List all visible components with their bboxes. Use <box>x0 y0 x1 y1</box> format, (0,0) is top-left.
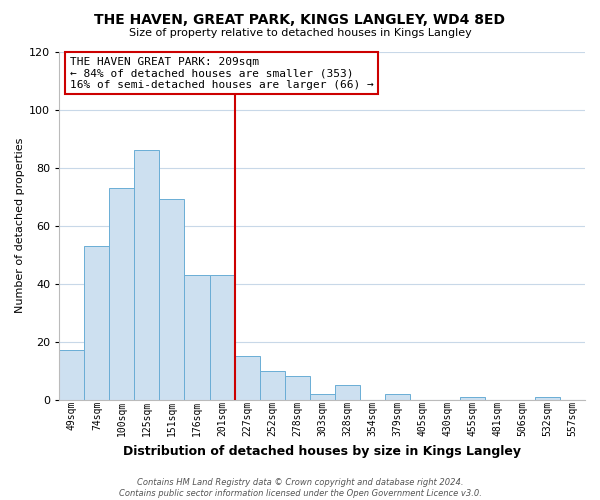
Bar <box>460 396 485 400</box>
Bar <box>260 370 284 400</box>
Bar <box>184 275 209 400</box>
Bar <box>235 356 260 400</box>
X-axis label: Distribution of detached houses by size in Kings Langley: Distribution of detached houses by size … <box>123 444 521 458</box>
Y-axis label: Number of detached properties: Number of detached properties <box>15 138 25 313</box>
Bar <box>160 200 184 400</box>
Bar <box>310 394 335 400</box>
Bar <box>535 396 560 400</box>
Bar <box>109 188 134 400</box>
Bar <box>59 350 85 400</box>
Bar <box>385 394 410 400</box>
Text: Size of property relative to detached houses in Kings Langley: Size of property relative to detached ho… <box>128 28 472 38</box>
Text: THE HAVEN, GREAT PARK, KINGS LANGLEY, WD4 8ED: THE HAVEN, GREAT PARK, KINGS LANGLEY, WD… <box>95 12 505 26</box>
Text: THE HAVEN GREAT PARK: 209sqm
← 84% of detached houses are smaller (353)
16% of s: THE HAVEN GREAT PARK: 209sqm ← 84% of de… <box>70 56 374 90</box>
Bar <box>284 376 310 400</box>
Bar <box>335 385 360 400</box>
Bar <box>85 246 109 400</box>
Bar <box>209 275 235 400</box>
Text: Contains HM Land Registry data © Crown copyright and database right 2024.
Contai: Contains HM Land Registry data © Crown c… <box>119 478 481 498</box>
Bar <box>134 150 160 400</box>
